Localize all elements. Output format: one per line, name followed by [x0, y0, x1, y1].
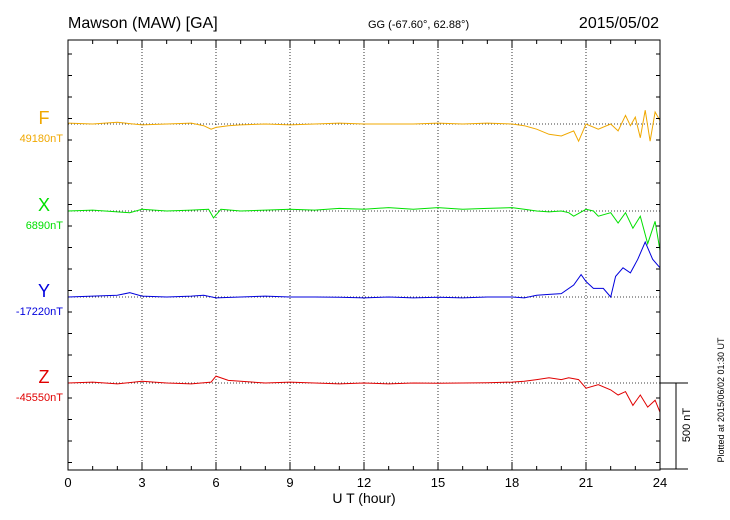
x-tick-label: 21 [579, 475, 593, 490]
plotted-at-note: Plotted at 2015/06/02 01:30 UT [716, 337, 726, 463]
series-line-z [67, 375, 661, 413]
series-line-x [67, 207, 661, 251]
baseline-label-z: -45550nT [16, 392, 63, 404]
baseline-label-x: 6890nT [26, 220, 64, 232]
x-tick-label: 3 [138, 475, 145, 490]
x-tick-label: 18 [505, 475, 519, 490]
x-tick-label: 24 [653, 475, 667, 490]
station-title: Mawson (MAW) [GA] [68, 15, 218, 32]
scale-bar-label: 500 nT [681, 408, 693, 443]
series-line-y [67, 240, 661, 299]
grid [68, 40, 660, 470]
component-label-x: X [38, 195, 50, 215]
x-tick-label: 6 [212, 475, 219, 490]
component-label-y: Y [38, 281, 50, 301]
date-label: 2015/05/02 [579, 15, 659, 32]
component-label-z: Z [39, 367, 50, 387]
series-group [67, 110, 661, 413]
coordinates-label: GG (-67.60°, 62.88°) [368, 19, 469, 31]
x-tick-label: 12 [357, 475, 371, 490]
x-tick-label: 9 [286, 475, 293, 490]
x-tick-label: 15 [431, 475, 445, 490]
baseline-label-y: -17220nT [16, 306, 63, 318]
plot-frame [67, 39, 661, 471]
x-tick-label: 0 [64, 475, 71, 490]
x-axis-label: U T (hour) [332, 490, 395, 506]
baseline-label-f: 49180nT [20, 133, 64, 145]
component-label-f: F [39, 108, 50, 128]
series-line-f [67, 110, 661, 143]
axes: 0 3 6 9 12 15 18 21 24 F 49180nT X 6890nT Y -17220nT Z -… [16, 39, 688, 490]
